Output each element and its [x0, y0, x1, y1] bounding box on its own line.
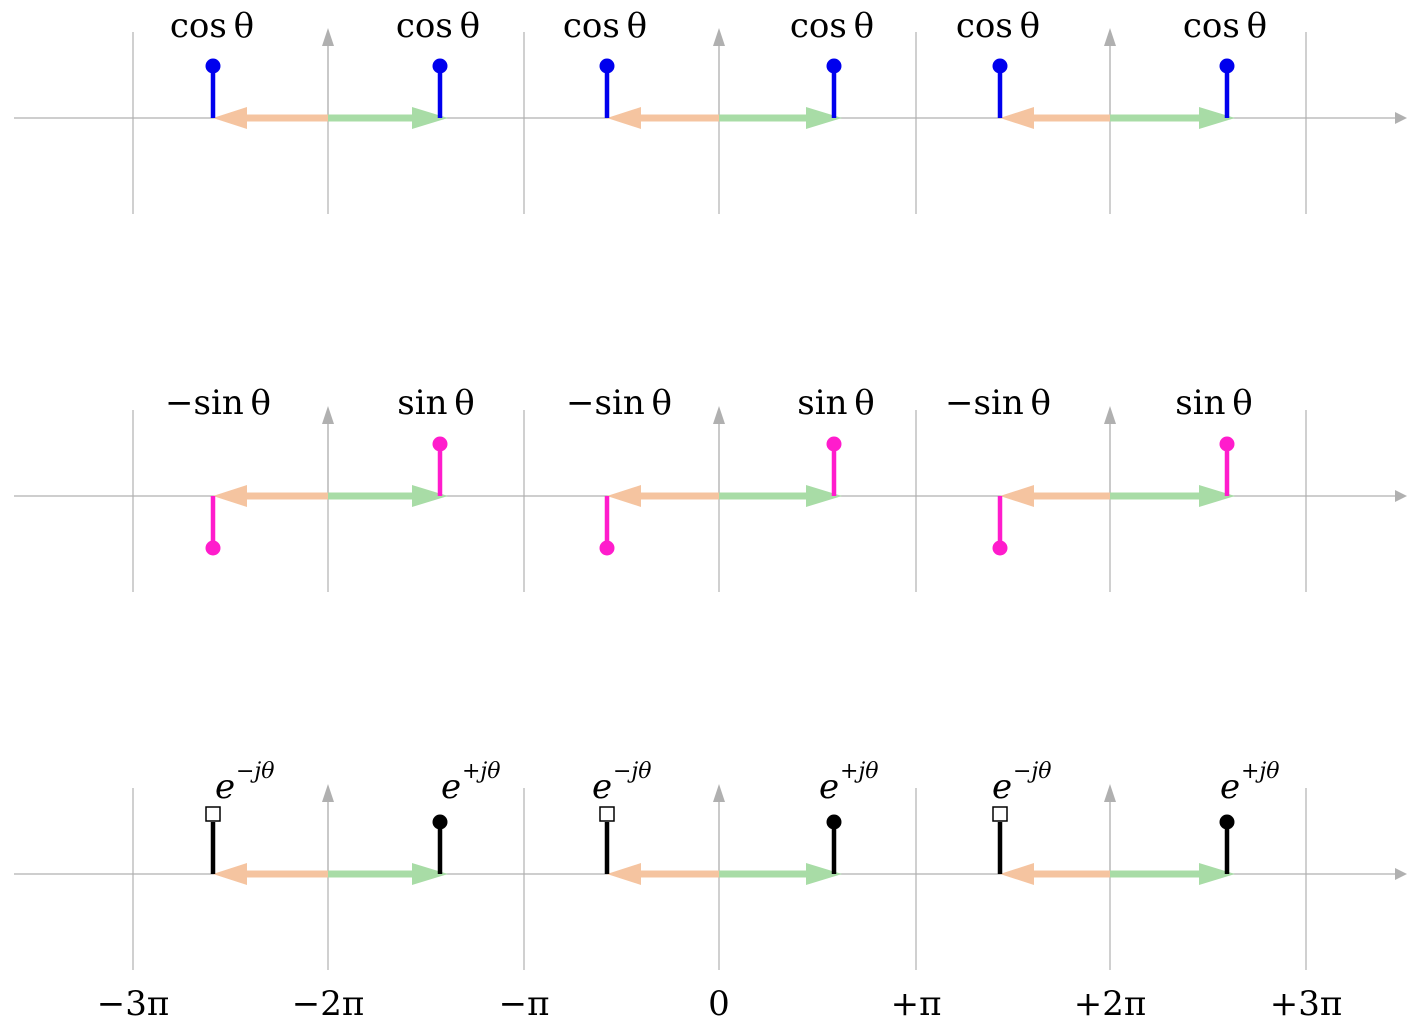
tick-label-minus-pi: −π [499, 984, 550, 1020]
positive-rotation-arrowhead [1199, 863, 1235, 885]
sin-label-right-2: sin θ [797, 383, 874, 423]
tick-label-plus-2pi: +2π [1074, 984, 1146, 1020]
exp-exponent: +jθ [462, 759, 501, 784]
exp-base: e [215, 767, 235, 807]
exp-label-right-2: e +jθ [819, 759, 879, 807]
stem-left-open-square [205, 806, 221, 822]
exp-exponent: +jθ [1241, 759, 1280, 784]
stem-right-dot [432, 814, 448, 830]
exp-exponent: +jθ [840, 759, 879, 784]
stem-left-dot [205, 58, 221, 74]
negative-rotation-arrowhead [1000, 107, 1034, 129]
positive-rotation-arrowhead [412, 485, 448, 507]
negative-rotation-arrowhead [213, 863, 247, 885]
y-axis-arrowhead [713, 406, 725, 424]
exp-exponent: −jθ [613, 759, 652, 784]
positive-rotation-arrowhead [806, 863, 842, 885]
stem-right-dot [432, 436, 448, 452]
stem-right-dot [1219, 58, 1235, 74]
tick-label-zero: 0 [708, 984, 730, 1020]
cos-label-right-1: cos θ [396, 6, 480, 46]
stem-left-open-square [599, 806, 615, 822]
exp-base: e [819, 767, 839, 807]
exp-label-left-3: e −jθ [992, 759, 1052, 807]
cos-label-left-1: cos θ [170, 6, 254, 46]
exp-label-right-3: e +jθ [1220, 759, 1280, 807]
stem-right-dot [826, 436, 842, 452]
positive-rotation-arrowhead [1199, 107, 1235, 129]
sin-label-right-3: sin θ [1175, 383, 1252, 423]
positive-rotation-arrowhead [412, 107, 448, 129]
positive-rotation-arrowhead [1199, 485, 1235, 507]
exp-exponent: −jθ [236, 759, 275, 784]
stem-left-dot [599, 540, 615, 556]
sin-label-left-3: −sin θ [945, 383, 1051, 423]
tick-label-minus-2pi: −2π [292, 984, 364, 1020]
negative-rotation-arrowhead [213, 107, 247, 129]
stem-right-dot [1219, 436, 1235, 452]
stem-left-dot [205, 540, 221, 556]
stem-right-dot [826, 814, 842, 830]
negative-rotation-arrowhead [213, 485, 247, 507]
exp-base: e [441, 767, 461, 807]
stem-right-dot [826, 58, 842, 74]
negative-rotation-arrowhead [607, 485, 641, 507]
y-axis-arrowhead [713, 784, 725, 802]
positive-rotation-arrowhead [806, 485, 842, 507]
y-axis-arrowhead [322, 28, 334, 46]
exp-base: e [1220, 767, 1240, 807]
negative-rotation-arrowhead [607, 107, 641, 129]
tick-label-minus-3pi: −3π [97, 984, 169, 1020]
exp-label-right-1: e +jθ [441, 759, 501, 807]
sin-label-left-2: −sin θ [566, 383, 672, 423]
exp-base: e [992, 767, 1012, 807]
positive-rotation-arrowhead [806, 107, 842, 129]
y-axis-arrowhead [1104, 784, 1116, 802]
exp-exponent: −jθ [1013, 759, 1052, 784]
stem-right-dot [1219, 814, 1235, 830]
negative-rotation-arrowhead [1000, 485, 1034, 507]
positive-rotation-arrowhead [412, 863, 448, 885]
sin-label-right-1: sin θ [397, 383, 474, 423]
stem-left-open-square [992, 806, 1008, 822]
negative-rotation-arrowhead [1000, 863, 1034, 885]
exp-label-left-2: e −jθ [592, 759, 652, 807]
negative-rotation-arrowhead [607, 863, 641, 885]
cos-label-left-3: cos θ [956, 6, 1040, 46]
tick-label-plus-pi: +π [891, 984, 942, 1020]
tick-label-plus-3pi: +3π [1270, 984, 1342, 1020]
y-axis-arrowhead [1104, 28, 1116, 46]
y-axis-arrowhead [322, 784, 334, 802]
stem-right-dot [432, 58, 448, 74]
cos-label-right-3: cos θ [1183, 6, 1267, 46]
y-axis-arrowhead [322, 406, 334, 424]
exp-label-left-1: e −jθ [215, 759, 275, 807]
exp-base: e [592, 767, 612, 807]
sin-label-left-1: −sin θ [165, 383, 271, 423]
y-axis-arrowhead [1104, 406, 1116, 424]
cos-label-left-2: cos θ [563, 6, 647, 46]
stem-left-dot [992, 58, 1008, 74]
stem-left-dot [599, 58, 615, 74]
stem-left-dot [992, 540, 1008, 556]
y-axis-arrowhead [713, 28, 725, 46]
cos-label-right-2: cos θ [790, 6, 874, 46]
